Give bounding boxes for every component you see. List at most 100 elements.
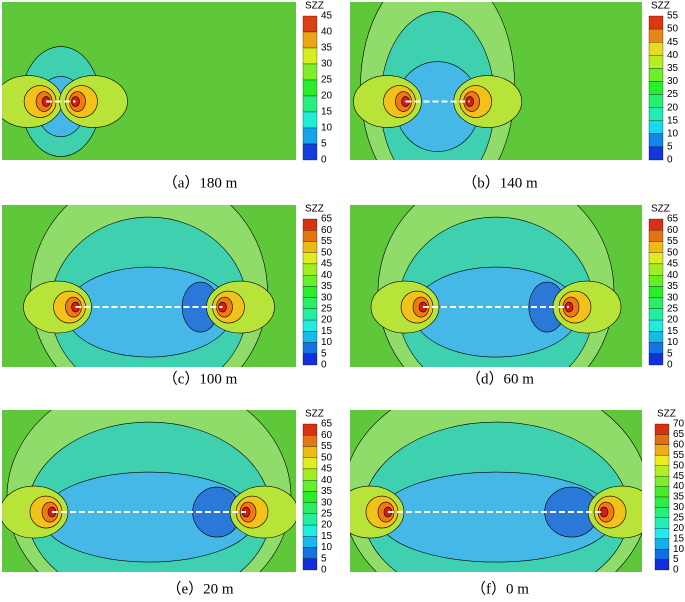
- colorbar-tick-label: 10: [321, 337, 333, 348]
- colorbar-tick-label: 15: [321, 107, 333, 118]
- contour-plot: [2, 2, 296, 160]
- colorbar-tick-label: 65: [673, 429, 685, 440]
- contour-plot: [350, 205, 642, 367]
- colorbar-tick-label: 20: [321, 315, 333, 326]
- colorbar-tick-label: 0: [667, 360, 673, 371]
- colorbar-tick-label: 20: [667, 315, 679, 326]
- colorbar-segment: [648, 68, 664, 82]
- colorbar-tick-label: 35: [321, 486, 333, 497]
- colorbar-tick-label: 50: [673, 460, 685, 471]
- colorbar-segment: [302, 286, 318, 298]
- colorbar-segment: [302, 435, 318, 447]
- colorbar-tick-label: 60: [667, 225, 679, 236]
- colorbar-segment: [302, 241, 318, 253]
- colorbar-tick-label: 0: [321, 155, 327, 166]
- colorbar-tick-label: 10: [321, 123, 333, 134]
- colorbar-tick-label: 45: [667, 37, 679, 48]
- colorbar-tick-label: 25: [667, 303, 679, 314]
- colorbar-tick-label: 70: [673, 419, 685, 430]
- colorbar-tick-label: 5: [667, 142, 673, 153]
- colorbar-tick-label: 55: [321, 441, 333, 452]
- colorbar-tick-label: 35: [321, 43, 333, 54]
- colorbar-segment: [648, 342, 664, 354]
- colorbar-tick-label: 40: [321, 475, 333, 486]
- colorbar-segment: [648, 146, 664, 161]
- colorbar-tick-label: 40: [673, 481, 685, 492]
- colorbar-tick-label: 45: [667, 259, 679, 270]
- colorbar-segment: [302, 95, 318, 113]
- colorbar-tick-label: 55: [321, 236, 333, 247]
- colorbar-segment: [302, 342, 318, 354]
- colorbar-segment: [302, 31, 318, 49]
- colorbar-tick-label: 55: [673, 450, 685, 461]
- colorbar-label: SZZ: [305, 204, 324, 215]
- colorbar-segment: [302, 63, 318, 81]
- colorbar-segment: [648, 42, 664, 56]
- contour-plot: [350, 2, 642, 160]
- colorbar-tick-label: 45: [673, 471, 685, 482]
- colorbar-tick-label: 5: [321, 139, 327, 150]
- colorbar-tick-label: 0: [673, 565, 679, 576]
- colorbar-tick-label: 50: [667, 24, 679, 35]
- colorbar-segment: [654, 496, 670, 508]
- colorbar-segment: [654, 486, 670, 498]
- colorbar-tick-label: 0: [321, 565, 327, 576]
- colorbar-tick-label: 25: [673, 512, 685, 523]
- colorbar-label: SZZ: [657, 409, 676, 420]
- colorbar-tick-label: 45: [321, 11, 333, 22]
- colorbar-segment: [302, 423, 318, 436]
- colorbar-tick-label: 30: [321, 292, 333, 303]
- colorbar-segment: [302, 143, 318, 161]
- colorbar-segment: [654, 434, 670, 446]
- colorbar-segment: [302, 513, 318, 526]
- colorbar-tick-label: 65: [321, 419, 333, 430]
- colorbar-tick-label: 10: [321, 542, 333, 553]
- colorbar-segment: [302, 263, 318, 276]
- colorbar-segment: [302, 502, 318, 514]
- colorbar-tick-label: 30: [673, 502, 685, 513]
- colorbar-segment: [302, 47, 318, 65]
- colorbar-tick-label: 25: [321, 508, 333, 519]
- colorbar-tick-label: 55: [667, 236, 679, 247]
- colorbar-tick-label: 50: [321, 247, 333, 258]
- caption: （b）140 m: [462, 174, 538, 191]
- colorbar-tick-label: 30: [667, 292, 679, 303]
- colorbar-segment: [648, 55, 664, 69]
- colorbar-segment: [648, 15, 664, 30]
- colorbar-segment: [648, 230, 664, 242]
- caption: （f）0 m: [471, 580, 529, 597]
- colorbar-tick-label: 25: [667, 89, 679, 100]
- caption: （e）20 m: [166, 580, 233, 597]
- colorbar-segment: [654, 559, 670, 571]
- colorbar-segment: [648, 297, 664, 309]
- colorbar-tick-label: 15: [673, 533, 685, 544]
- colorbar-tick-label: 30: [321, 59, 333, 70]
- colorbar-segment: [302, 446, 318, 458]
- colorbar-tick-label: 40: [667, 50, 679, 61]
- colorbar-tick-label: 50: [321, 452, 333, 463]
- colorbar-tick-label: 35: [673, 492, 685, 503]
- colorbar-segment: [302, 127, 318, 145]
- colorbar-segment: [302, 547, 318, 559]
- contour-plot: [2, 205, 296, 367]
- colorbar-tick-label: 30: [667, 76, 679, 87]
- colorbar-tick-label: 10: [667, 128, 679, 139]
- colorbar-segment: [302, 297, 318, 309]
- colorbar-tick-label: 15: [321, 326, 333, 337]
- colorbar-tick-label: 20: [321, 91, 333, 102]
- colorbar-tick-label: 25: [321, 303, 333, 314]
- colorbar-segment: [654, 444, 670, 456]
- colorbar-segment: [654, 517, 670, 529]
- colorbar-segment: [302, 230, 318, 242]
- colorbar-segment: [302, 457, 318, 470]
- colorbar-segment: [302, 524, 318, 537]
- colorbar-tick-label: 15: [667, 326, 679, 337]
- colorbar-tick-label: 55: [667, 11, 679, 22]
- colorbar-segment: [302, 480, 318, 492]
- caption: （d）60 m: [466, 370, 534, 387]
- colorbar-tick-label: 10: [667, 337, 679, 348]
